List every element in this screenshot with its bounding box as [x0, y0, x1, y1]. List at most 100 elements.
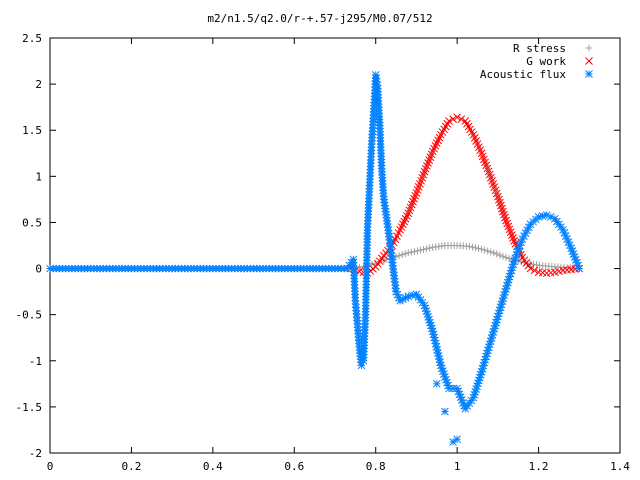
data-point-interp: [462, 242, 470, 250]
data-point-interp: [340, 264, 349, 273]
data-point-interp: [468, 243, 476, 251]
data-point-interp: [383, 220, 392, 228]
data-point-interp: [377, 254, 386, 263]
data-point-interp: [83, 264, 92, 273]
legend-label: R stress: [513, 42, 566, 55]
data-point-interp: [450, 242, 458, 249]
data-point-interp: [394, 229, 403, 237]
data-point-interp: [419, 170, 428, 179]
data-point-interp: [363, 226, 372, 234]
data-point-interp: [546, 268, 555, 277]
data-point-interp: [351, 293, 360, 302]
data-point-interp: [513, 247, 522, 256]
data-point-interp: [499, 252, 507, 260]
legend-label: G work: [526, 55, 566, 68]
y-tick-label: -1.5: [16, 401, 43, 414]
data-point-interp: [427, 150, 436, 159]
x-tick-label: 0: [47, 460, 54, 473]
data-point-interp: [408, 291, 417, 300]
data-point-interp: [361, 313, 370, 322]
legend-marker: [585, 57, 593, 65]
data-point-interp: [403, 212, 411, 220]
data-point-interp: [124, 264, 133, 273]
data-point-interp: [424, 159, 432, 167]
data-point-interp: [443, 378, 451, 387]
data-point-interp: [425, 156, 434, 164]
data-point-interp: [496, 251, 504, 259]
x-tick-label: 0.6: [284, 460, 304, 473]
data-point: [478, 245, 486, 253]
data-point-interp: [410, 247, 418, 255]
data-point-interp: [391, 284, 400, 293]
x-tick-label: 0.8: [366, 460, 386, 473]
data-point-interp: [555, 267, 563, 276]
data-point-interp: [369, 111, 378, 119]
data-point-interp: [507, 231, 516, 239]
data-point-interp: [574, 261, 582, 270]
data-point-interp: [524, 223, 533, 232]
data-point-interp: [501, 213, 509, 222]
data-point-interp: [435, 133, 444, 142]
data-point-interp: [387, 252, 396, 260]
data-point-interp: [407, 200, 416, 209]
data-point-interp: [328, 264, 336, 273]
data-point-interp: [246, 264, 255, 273]
data-point-interp: [538, 212, 547, 220]
data-point-interp: [426, 244, 434, 252]
data-point-interp: [287, 264, 296, 273]
data-point-interp: [565, 241, 574, 250]
data-point-interp: [501, 288, 509, 296]
data-point-interp: [476, 146, 485, 155]
data-point: [441, 407, 449, 416]
plot-frame: [49, 37, 621, 454]
data-point-interp: [373, 81, 382, 90]
data-point-interp: [427, 324, 436, 333]
data-point-interp: [377, 164, 386, 173]
data-point-interp: [413, 247, 421, 255]
data-point-interp: [493, 315, 501, 324]
data-point-interp: [517, 258, 525, 266]
data-point-interp: [420, 245, 428, 253]
data-point-interp: [438, 242, 446, 250]
data-point-interp: [492, 189, 501, 198]
data-point-interp: [406, 203, 415, 212]
data-point-interp: [546, 213, 555, 221]
data-point-interp: [536, 261, 544, 269]
data-point-interp: [484, 343, 493, 352]
x-tick-label: 1.2: [529, 460, 549, 473]
data-point: [404, 249, 412, 257]
legend-marker: [585, 70, 593, 78]
y-tick-label: -2: [29, 447, 42, 460]
x-tick-label: 1.4: [610, 460, 630, 473]
data-point: [453, 435, 461, 444]
data-point-interp: [165, 264, 173, 273]
legend-label: Acoustic flux: [480, 68, 566, 81]
data-point-interp: [563, 266, 571, 274]
y-tick-label: -0.5: [16, 309, 43, 322]
data-point-interp: [532, 215, 540, 224]
data-point-interp: [493, 250, 501, 258]
data-point-interp: [423, 162, 431, 170]
data-point-interp: [395, 252, 403, 260]
data-point-interp: [421, 164, 430, 173]
data-point-interp: [538, 268, 547, 277]
data-point-interp: [410, 194, 418, 203]
data-point-interp: [436, 358, 444, 367]
data-point-interp: [407, 248, 415, 256]
data-point-interp: [401, 293, 410, 302]
y-tick-label: 2: [35, 78, 42, 91]
y-tick-label: -1: [29, 355, 42, 368]
legend-marker: [585, 44, 593, 52]
chart-title: m2/n1.5/q2.0/r-+.57-j295/M0.07/512: [207, 12, 432, 25]
data-point-interp: [509, 234, 517, 242]
x-tick-label: 0.2: [121, 460, 141, 473]
data-point-interp: [487, 248, 495, 256]
data-point: [432, 379, 441, 388]
data-point-interp: [353, 316, 361, 325]
data-point-interp: [475, 244, 483, 252]
data-point-interp: [443, 119, 452, 128]
y-tick-label: 0.5: [22, 216, 42, 229]
data-point-interp: [409, 197, 417, 206]
data-point-interp: [524, 261, 533, 270]
